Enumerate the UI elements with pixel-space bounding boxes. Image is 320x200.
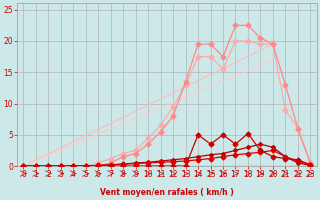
X-axis label: Vent moyen/en rafales ( km/h ): Vent moyen/en rafales ( km/h ) [100, 188, 234, 197]
